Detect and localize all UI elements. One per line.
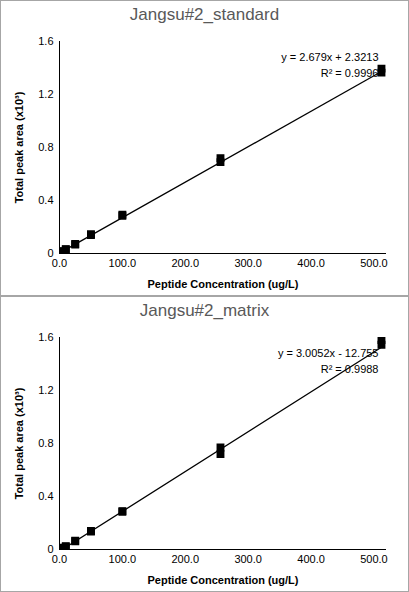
svg-text:Total peak area (x10³): Total peak area (x10³): [13, 91, 25, 203]
svg-text:100.0: 100.0: [109, 257, 137, 269]
svg-text:500.0: 500.0: [360, 553, 388, 565]
svg-text:Total peak area (x10³): Total peak area (x10³): [13, 387, 25, 499]
svg-text:200.0: 200.0: [172, 553, 200, 565]
svg-text:0.0: 0.0: [52, 553, 67, 565]
svg-text:1.6: 1.6: [38, 331, 53, 343]
svg-text:y = 2.679x + 2.3213: y = 2.679x + 2.3213: [281, 51, 378, 63]
svg-text:y = 3.0052x - 12.755: y = 3.0052x - 12.755: [278, 347, 379, 359]
svg-text:Peptide Concentration (ug/L): Peptide Concentration (ug/L): [148, 278, 299, 290]
svg-text:0.4: 0.4: [38, 194, 53, 206]
svg-text:1.2: 1.2: [38, 88, 53, 100]
html-text:Jangsu#2_standard: Jangsu#2_standard: [129, 5, 280, 24]
svg-text:300.0: 300.0: [234, 257, 262, 269]
svg-text:1.2: 1.2: [38, 384, 53, 396]
svg-text:Peptide Concentration (ug/L): Peptide Concentration (ug/L): [148, 574, 299, 586]
svg-text:300.0: 300.0: [234, 553, 262, 565]
svg-text:400.0: 400.0: [297, 257, 325, 269]
svg-text:1.6: 1.6: [38, 35, 53, 47]
svg-text:500.0: 500.0: [360, 257, 388, 269]
svg-text:0.8: 0.8: [38, 437, 53, 449]
svg-text:0: 0: [47, 247, 54, 259]
svg-text:R² = 0.9988: R² = 0.9988: [321, 363, 379, 375]
svg-text:0.0: 0.0: [52, 257, 67, 269]
svg-text:200.0: 200.0: [172, 257, 200, 269]
svg-text:0.4: 0.4: [38, 490, 53, 502]
svg-text:R² = 0.9996: R² = 0.9996: [321, 67, 379, 79]
svg-text:0: 0: [47, 543, 54, 555]
svg-text:0.8: 0.8: [38, 141, 53, 153]
svg-text:100.0: 100.0: [109, 553, 137, 565]
svg-text:400.0: 400.0: [297, 553, 325, 565]
html-text:Jangsu#2_matrix: Jangsu#2_matrix: [139, 301, 270, 320]
